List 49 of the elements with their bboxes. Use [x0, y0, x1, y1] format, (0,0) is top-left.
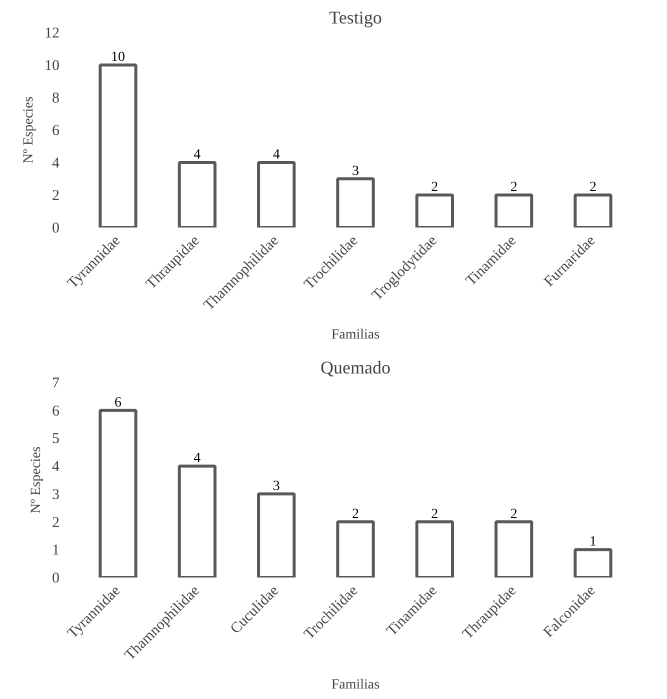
y-tick-label: 8: [52, 90, 60, 106]
y-axis-title: Nº Especies: [22, 96, 36, 164]
bar: [494, 194, 534, 228]
x-axis-title: Familias: [331, 327, 380, 342]
data-label: 3: [352, 164, 359, 179]
y-tick-label: 4: [52, 459, 60, 476]
y-tick-label: 10: [44, 58, 60, 74]
bar: [415, 194, 454, 228]
data-label: 10: [111, 50, 125, 65]
bar: [98, 408, 138, 578]
y-tick-label: 1: [52, 542, 60, 559]
data-label: 4: [272, 148, 280, 162]
bar: [494, 520, 534, 578]
bar: [178, 464, 216, 578]
y-tick-label: 5: [52, 431, 60, 448]
x-axis-title: Familias: [331, 677, 380, 692]
y-tick-label: 2: [52, 188, 60, 204]
data-label: 2: [510, 180, 518, 195]
chart-title: Testigo: [329, 8, 382, 28]
bar: [574, 548, 612, 578]
bar: [257, 161, 296, 228]
bar: [257, 492, 296, 578]
bar: [336, 520, 375, 578]
bar: [178, 161, 216, 228]
chart-title: Quemado: [320, 358, 390, 378]
data-label: 2: [431, 180, 438, 195]
data-label: 6: [114, 395, 122, 410]
y-tick-label: 12: [44, 26, 60, 42]
bar: [98, 64, 138, 228]
y-tick-label: 3: [52, 486, 60, 503]
data-label: 4: [194, 451, 201, 466]
bar: [336, 177, 375, 228]
y-tick-label: 0: [52, 220, 60, 236]
data-label: 1: [590, 534, 596, 550]
y-tick-label: 6: [52, 403, 60, 420]
bar: [415, 520, 454, 578]
y-tick-label: 2: [52, 514, 60, 531]
data-label: 4: [194, 148, 201, 162]
data-label: 3: [272, 478, 280, 494]
bar: [574, 194, 612, 228]
data-label: 2: [510, 506, 518, 522]
data-label: 2: [590, 180, 596, 195]
data-label: 2: [352, 506, 359, 522]
y-tick-label: 6: [52, 123, 60, 139]
y-axis-title: Nº Especies: [29, 446, 44, 514]
data-label: 2: [431, 506, 438, 522]
y-tick-label: 0: [52, 570, 60, 586]
y-tick-label: 7: [52, 376, 60, 392]
y-tick-label: 4: [52, 156, 60, 172]
